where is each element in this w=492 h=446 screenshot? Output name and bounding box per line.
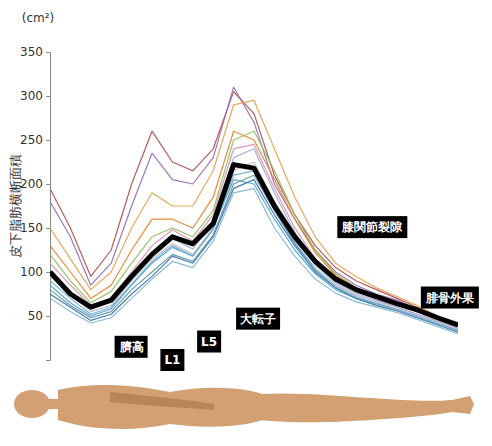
annotation: L1 [160,349,184,371]
annotation-box [160,349,184,371]
y-tick-mark [46,316,50,317]
series-line [50,144,458,328]
annotation-text: 腓骨外果 [425,291,475,305]
annotation-box [115,336,148,358]
y-axis-line [46,53,51,361]
annotation-box [421,287,479,309]
series-line [50,162,458,330]
y-tick-label: 300 [20,89,43,103]
y-tick-mark [46,228,50,229]
y-tick-label: 150 [20,221,43,235]
annotation-text: L1 [164,353,180,367]
chart: 50 100 150 200 250 300 350 皮下脂肪横断面積 (cm²) 臍高 L1 L5 大… [0,0,492,446]
body-arm [110,392,214,410]
body-neck [46,399,60,409]
annotation: 膝関節裂隙 [337,216,407,238]
annotation-box [197,331,221,353]
y-tick-label: 250 [20,133,43,147]
series-line [50,171,458,331]
y-tick: 250 [20,133,50,147]
y-tick: 100 [20,265,50,279]
y-tick-mark [46,140,50,141]
series-line [50,175,458,332]
series-line [50,149,458,329]
annotation-box [236,308,280,330]
lines [50,87,458,333]
y-tick: 350 [20,45,50,59]
y-tick-mark [46,96,50,97]
y-tick-mark [46,272,50,273]
y-tick: 50 [28,309,50,323]
y-tick-label: 50 [28,309,43,323]
y-tick-label: 100 [20,265,43,279]
y-tick-mark [46,184,50,185]
annotation: L5 [197,331,221,353]
annotation-box [337,216,407,238]
series-line [50,131,458,328]
annotation: 臍高 [115,336,148,358]
series-line [50,92,458,325]
annotation-text: 大転子 [240,312,276,326]
annotation-text: 膝関節裂隙 [341,220,403,234]
y-tick: 300 [20,89,50,103]
mean-line [50,165,458,325]
y-axis: 50 100 150 200 250 300 350 [20,45,50,360]
body-head [14,390,50,418]
body-legs [258,393,474,422]
y-unit: (cm²) [22,11,54,25]
y-tick-mark [46,52,50,53]
y-tick: 200 [20,177,50,191]
body-figure [14,385,474,429]
annotation: 大転子 [236,308,280,330]
y-tick-label: 350 [20,45,43,59]
y-axis-title: 皮下脂肪横断面積 [8,154,23,258]
body-torso [58,385,262,429]
y-tick-label: 200 [20,177,43,191]
annotation-text: 臍高 [119,340,144,354]
annotation-text: L5 [201,335,217,349]
series-line [50,131,458,326]
annotation: 腓骨外果 [421,287,479,309]
y-tick: 150 [20,221,50,235]
annotations: 臍高 L1 L5 大転子 膝関節裂隙腓骨外果 [115,216,479,371]
